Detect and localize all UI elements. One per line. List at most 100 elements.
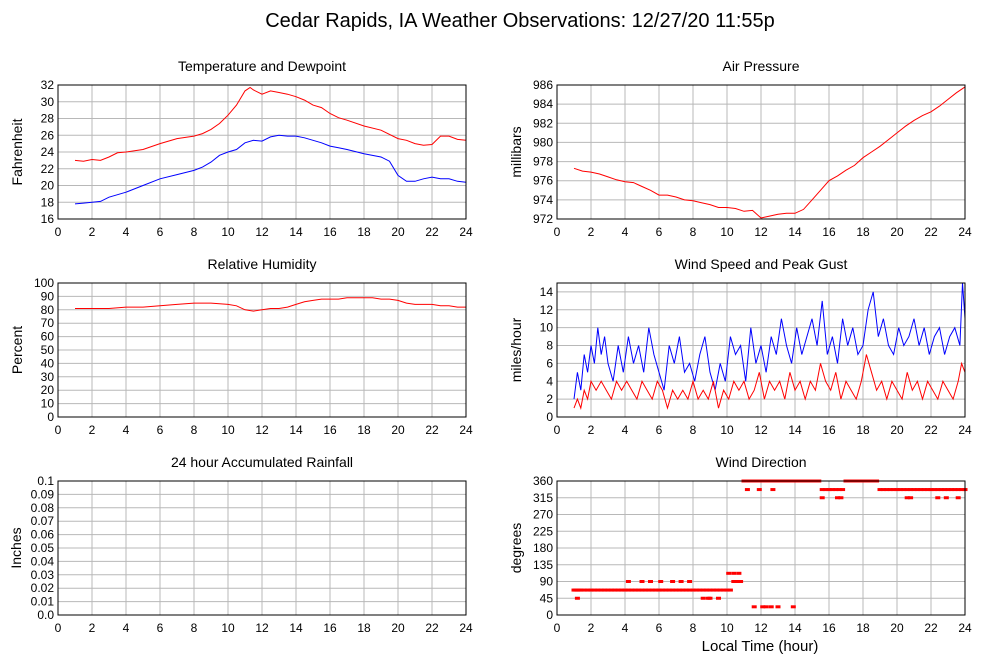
winddir-point <box>704 588 710 592</box>
temp-x-tick-label: 16 <box>323 225 337 239</box>
winddir-point <box>588 588 594 592</box>
rh-x-tick-label: 16 <box>323 423 337 437</box>
wind-x-tick-label: 16 <box>822 423 836 437</box>
winddir-point <box>760 605 766 609</box>
rain-x-tick-label: 20 <box>391 621 405 635</box>
winddir-point <box>632 588 638 592</box>
wind-frame <box>556 282 966 418</box>
winddir-x-tick-label: 4 <box>622 621 629 635</box>
pressure-x-tick-label: 10 <box>720 225 734 239</box>
rain-y-tick-label: 0.06 <box>31 528 55 542</box>
winddir-point <box>897 488 903 492</box>
winddir-y-tick-label: 360 <box>533 474 553 488</box>
wind-x-tick-label: 0 <box>554 423 561 437</box>
winddir-point <box>676 588 682 592</box>
winddir-point <box>707 596 713 600</box>
rain-x-tick-label: 18 <box>357 621 371 635</box>
rain-y-tick-label: 0.05 <box>31 541 55 555</box>
rain-x-tick-label: 22 <box>425 621 439 635</box>
winddir-point <box>625 588 631 592</box>
winddir-point <box>877 488 883 492</box>
temp-y-tick-label: 26 <box>41 128 55 142</box>
winddir-point <box>663 588 669 592</box>
temp-y-tick-label: 32 <box>41 78 55 92</box>
temp-x-tick-label: 20 <box>391 225 405 239</box>
rain-frame <box>57 480 467 616</box>
wind-x-tick-label: 14 <box>788 423 802 437</box>
winddir-point <box>959 488 965 492</box>
rh-frame <box>57 282 467 418</box>
winddir-point <box>931 488 937 492</box>
pressure-frame <box>556 84 966 220</box>
winddir-point <box>710 588 716 592</box>
winddir-x-tick-label: 22 <box>924 621 938 635</box>
figure-title: Cedar Rapids, IA Weather Observations: 1… <box>265 10 775 32</box>
rain-y-tick-label: 0.02 <box>31 581 55 595</box>
temp-y-axis-label: Fahrenheit <box>9 118 25 185</box>
temp-y-tick-label: 20 <box>41 179 55 193</box>
rh-y-tick-label: 100 <box>34 276 54 290</box>
winddir-point <box>734 580 740 583</box>
winddir-point <box>751 605 757 609</box>
wind-y-tick-label: 10 <box>540 321 554 335</box>
winddir-point <box>955 488 961 492</box>
pressure-x-tick-label: 14 <box>788 225 802 239</box>
winddir-x-tick-label: 20 <box>890 621 904 635</box>
winddir-point <box>928 488 934 492</box>
winddir-point <box>942 488 948 492</box>
winddir-point <box>935 488 941 492</box>
pressure-x-tick-label: 24 <box>958 225 972 239</box>
wind-y-tick-label: 14 <box>540 285 554 299</box>
pressure-y-tick-label: 986 <box>533 78 553 92</box>
rain-x-tick-label: 14 <box>289 621 303 635</box>
wind-series-0 <box>573 282 966 400</box>
winddir-point <box>838 496 844 500</box>
winddir-point <box>736 571 742 575</box>
rain-y-tick-label: 0.08 <box>31 501 55 515</box>
rain-x-tick-label: 6 <box>157 621 164 635</box>
winddir-point <box>891 488 897 492</box>
winddir-point <box>683 588 689 592</box>
winddir-y-tick-label: 45 <box>540 591 554 605</box>
rh-series-0 <box>75 297 466 312</box>
winddir-point <box>697 588 703 592</box>
winddir-point <box>659 588 665 592</box>
rh-y-tick-label: 20 <box>41 383 55 397</box>
rain-x-tick-label: 0 <box>55 621 62 635</box>
winddir-point <box>658 580 664 583</box>
temp-y-tick-label: 16 <box>41 212 55 226</box>
winddir-point <box>823 488 829 492</box>
wind-y-tick-label: 8 <box>546 339 553 353</box>
rain-x-tick-label: 24 <box>459 621 473 635</box>
winddir-point <box>716 596 721 600</box>
winddir-point <box>639 580 645 583</box>
winddir-point <box>673 588 679 592</box>
rain-x-tick-label: 16 <box>323 621 337 635</box>
rain-y-tick-label: 0.1 <box>37 474 54 488</box>
winddir-point <box>591 588 597 592</box>
winddir-point <box>921 488 927 492</box>
pressure-y-tick-label: 972 <box>533 212 553 226</box>
rh-x-tick-label: 2 <box>89 423 96 437</box>
winddir-point <box>646 588 652 592</box>
rain-title: 24 hour Accumulated Rainfall <box>171 454 353 470</box>
rh-y-tick-label: 40 <box>41 356 55 370</box>
temp-y-tick-label: 22 <box>41 162 55 176</box>
winddir-point <box>775 605 781 609</box>
winddir-point <box>700 588 706 592</box>
winddir-point <box>840 488 846 492</box>
winddir-point <box>901 488 907 492</box>
rain-x-tick-label: 12 <box>255 621 269 635</box>
wind-x-tick-label: 2 <box>588 423 595 437</box>
winddir-point <box>819 488 825 492</box>
temp-y-tick-label: 24 <box>41 145 55 159</box>
winddir-point <box>608 588 614 592</box>
rh-y-axis-label: Percent <box>9 326 25 374</box>
wind-x-tick-label: 18 <box>856 423 870 437</box>
winddir-x-tick-label: 24 <box>958 621 972 635</box>
pressure-x-tick-label: 8 <box>690 225 697 239</box>
winddir-point <box>935 496 941 500</box>
pressure-x-tick-label: 0 <box>554 225 561 239</box>
